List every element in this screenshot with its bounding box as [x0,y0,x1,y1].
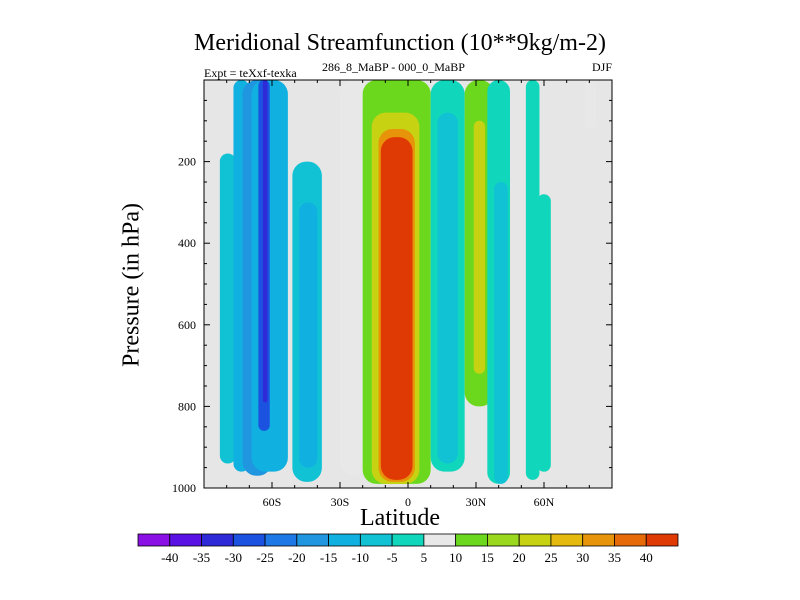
x-tick-label: 0 [405,495,411,509]
colorbar-label: -30 [225,550,242,565]
colorbar-label: 40 [640,550,653,565]
y-tick-label: 400 [178,236,196,250]
x-tick-label: 60N [534,495,555,509]
colorbar-label: -40 [161,550,178,565]
contour-band [380,137,413,480]
colorbar-label: 30 [576,550,589,565]
y-tick-label: 200 [178,155,196,169]
colorbar-label: 20 [513,550,526,565]
contour-band [299,202,318,468]
colorbar-swatch [201,533,234,547]
colorbar-swatch [518,533,552,547]
colorbar-label: 10 [449,550,462,565]
colorbar-label: 25 [544,550,557,565]
y-tick-label: 800 [178,399,196,413]
y-tick-label: 1000 [172,481,196,495]
contour-band [340,80,368,476]
colorbar-swatch [169,533,202,547]
colorbar-swatch [455,533,488,547]
contour-band [494,182,508,484]
colorbar-swatch [423,533,457,547]
colorbar-label: -15 [320,550,337,565]
colorbar-swatch [328,533,361,547]
contour-band [262,80,268,403]
contour-band [584,80,597,129]
colorbar-swatch [137,533,171,547]
contour-band [437,112,458,464]
chart-title: Meridional Streamfunction (10**9kg/m-2) [194,30,606,56]
colorbar-swatch [264,533,298,547]
colorbar-swatch [645,533,679,547]
colorbar-label: 5 [421,550,428,565]
colorbar-label: -25 [256,550,273,565]
colorbar-swatch [359,533,393,547]
colorbar-swatch [391,533,425,547]
colorbar-swatch [487,533,520,547]
colorbar-swatch [614,533,647,547]
season-label: DJF [591,60,612,74]
colorbar-label: -5 [387,550,398,565]
colorbar-swatch [550,533,584,547]
y-tick-label: 600 [178,318,196,332]
x-tick-label: 30N [466,495,487,509]
x-tick-label: 30S [331,495,350,509]
colorbar-swatch [232,533,266,547]
experiment-label: Expt = teXxf-texka [204,66,297,80]
contour-band [473,120,486,374]
contour-band [537,194,551,472]
x-axis-label: Latitude [360,505,440,531]
colorbar-swatch [296,533,329,547]
colorbar-label: -35 [193,550,210,565]
x-tick-label: 60S [263,495,282,509]
colorbar-label: 15 [481,550,494,565]
colorbar-swatch [582,533,615,547]
colorbar-label: -10 [352,550,369,565]
difference-label: 286_8_MaBP - 000_0_MaBP [322,60,465,74]
colorbar-label: -20 [288,550,305,565]
contour-band [219,153,236,464]
contour-band [525,80,540,480]
colorbar-label: 35 [608,550,621,565]
